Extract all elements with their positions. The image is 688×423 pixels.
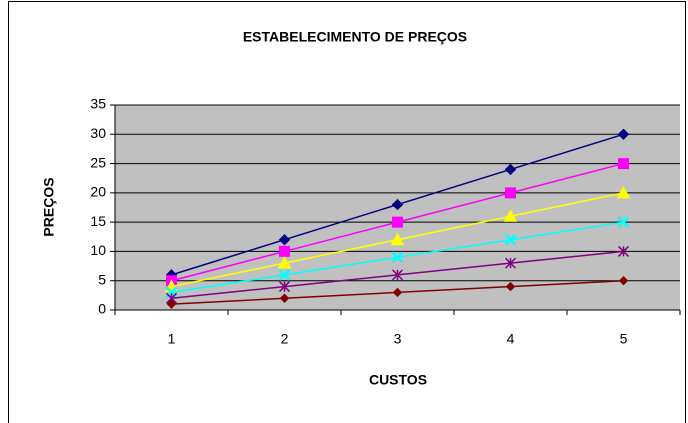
y-tick-label: 30 <box>90 125 106 141</box>
marker <box>617 128 630 140</box>
marker <box>617 216 630 229</box>
marker <box>617 245 630 257</box>
marker <box>505 281 516 292</box>
x-tick-label: 2 <box>281 331 289 347</box>
marker <box>391 198 404 211</box>
marker <box>503 209 518 222</box>
y-tick-label: 35 <box>90 96 106 112</box>
marker <box>505 187 516 199</box>
x-tick-label: 4 <box>507 331 515 347</box>
marker <box>391 269 404 281</box>
y-tick-label: 10 <box>90 242 106 258</box>
marker <box>392 287 403 298</box>
marker <box>616 185 631 199</box>
y-axis-label: PREÇOS <box>41 177 57 236</box>
marker <box>504 163 517 176</box>
marker <box>504 257 517 269</box>
y-tick-label: 25 <box>90 154 106 170</box>
marker <box>279 245 290 257</box>
chart-title: ESTABELECIMENTO DE PREÇOS <box>243 29 467 45</box>
marker <box>392 216 403 228</box>
marker <box>166 299 177 309</box>
marker <box>391 251 404 264</box>
marker <box>279 293 290 303</box>
marker <box>278 234 291 246</box>
y-tick-label: 20 <box>90 184 106 200</box>
marker <box>390 232 405 246</box>
marker <box>618 276 629 286</box>
marker <box>504 233 517 246</box>
marker <box>277 256 292 269</box>
x-axis-label: CUSTOS <box>369 372 427 388</box>
y-tick-label: 5 <box>98 271 106 287</box>
marker <box>278 268 291 281</box>
y-tick-label: 15 <box>90 213 106 229</box>
x-tick-label: 5 <box>620 331 628 347</box>
y-tick-label: 0 <box>98 301 106 317</box>
marker <box>618 158 629 170</box>
x-tick-label: 1 <box>168 331 176 347</box>
x-tick-label: 3 <box>394 331 402 347</box>
marker <box>278 281 291 293</box>
